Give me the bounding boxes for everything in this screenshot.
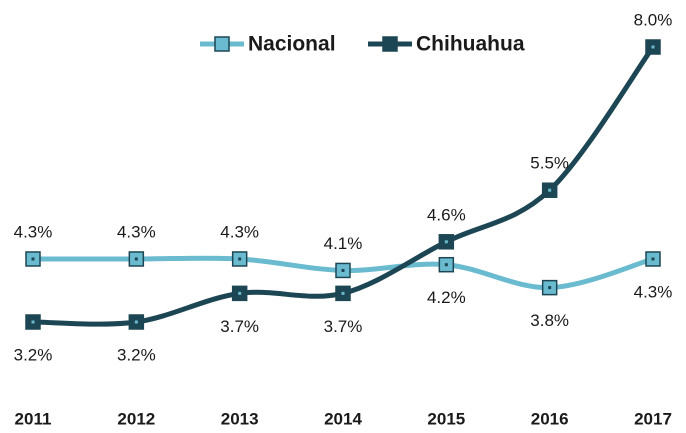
data-label: 4.3% <box>14 222 53 241</box>
data-label: 8.0% <box>634 10 673 29</box>
data-label: 3.8% <box>530 311 569 330</box>
point-dot <box>651 257 655 261</box>
data-label: 4.6% <box>427 205 466 224</box>
data-label: 3.2% <box>14 345 53 364</box>
x-tick-label: 2014 <box>324 409 362 428</box>
x-tick-label: 2016 <box>531 409 569 428</box>
point-dot <box>341 268 345 272</box>
point-dot <box>444 240 448 244</box>
point-dot <box>31 320 35 324</box>
x-tick-label: 2017 <box>634 409 672 428</box>
series-line <box>32 45 656 327</box>
x-tick-label: 2012 <box>117 409 155 428</box>
point-dot <box>548 188 552 192</box>
point-dot <box>548 286 552 290</box>
data-label: 3.7% <box>324 317 363 336</box>
point-dot <box>31 257 35 261</box>
data-label: 4.3% <box>117 222 156 241</box>
legend-marker <box>382 36 398 52</box>
data-label: 4.1% <box>324 234 363 253</box>
point-dot <box>238 257 242 261</box>
x-tick-label: 2013 <box>221 409 259 428</box>
data-label: 3.7% <box>220 317 259 336</box>
data-label: 4.3% <box>220 222 259 241</box>
data-label: 4.3% <box>634 282 673 301</box>
legend-marker <box>214 36 230 52</box>
point-dot <box>238 291 242 295</box>
data-label: 3.2% <box>117 345 156 364</box>
legend-label: Nacional <box>248 33 336 56</box>
point-dot <box>134 320 138 324</box>
point-dot <box>444 263 448 267</box>
data-label: 5.5% <box>530 154 569 173</box>
x-tick-label: 2011 <box>15 409 52 428</box>
point-dot <box>651 45 655 49</box>
legend-label: Chihuahua <box>416 33 525 56</box>
data-label: 4.2% <box>427 288 466 307</box>
point-dot <box>341 291 345 295</box>
x-tick-label: 2015 <box>427 409 465 428</box>
point-dot <box>134 257 138 261</box>
